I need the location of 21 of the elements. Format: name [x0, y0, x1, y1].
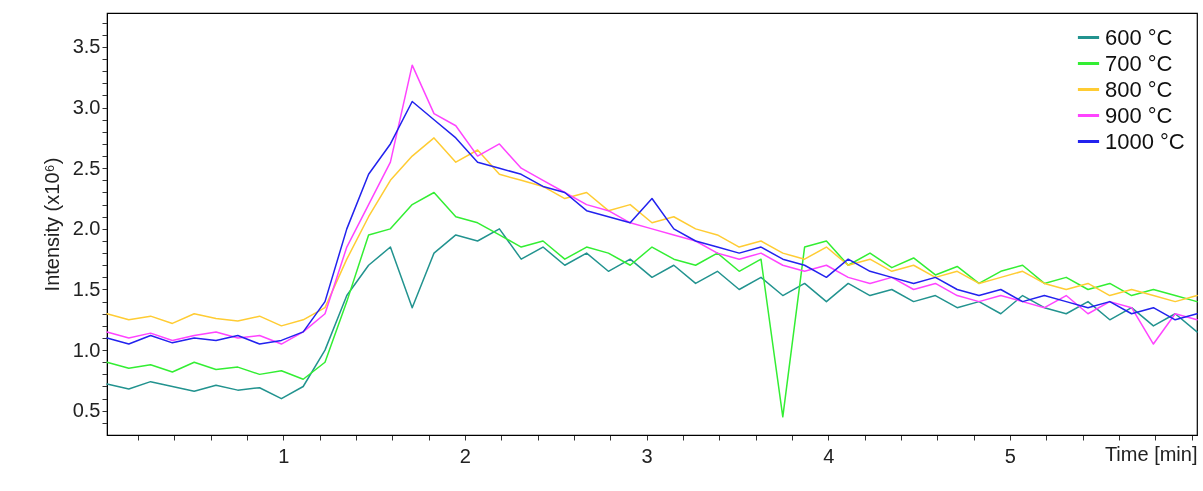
- x-tick-label: 3: [641, 444, 653, 467]
- legend-label: 900 °C: [1105, 102, 1173, 128]
- x-tick-label: 2: [459, 444, 471, 467]
- y-tick-label: 3.0: [72, 96, 101, 119]
- y-tick-label: 1.5: [72, 277, 101, 300]
- y-tick-label: 1.0: [72, 338, 101, 361]
- legend-label: 600 °C: [1105, 24, 1173, 50]
- legend-label: 1000 °C: [1105, 128, 1185, 154]
- legend-label: 800 °C: [1105, 76, 1173, 102]
- legend-label: 700 °C: [1105, 50, 1173, 76]
- line-series: [106, 191, 1198, 418]
- x-axis-title: Time [min]: [1104, 442, 1198, 465]
- y-tick-label: 0.5: [72, 399, 101, 422]
- line-series: [106, 228, 1198, 400]
- y-tick-label: 2.5: [72, 156, 101, 179]
- y-tick-label: 3.5: [72, 35, 101, 58]
- y-axis-title: Intensity (x10⁶): [40, 157, 63, 292]
- x-tick-label: 1: [278, 444, 290, 467]
- y-tick-label: 2.0: [72, 217, 101, 240]
- x-tick-label: 5: [1004, 444, 1016, 467]
- x-tick-label: 4: [823, 444, 835, 467]
